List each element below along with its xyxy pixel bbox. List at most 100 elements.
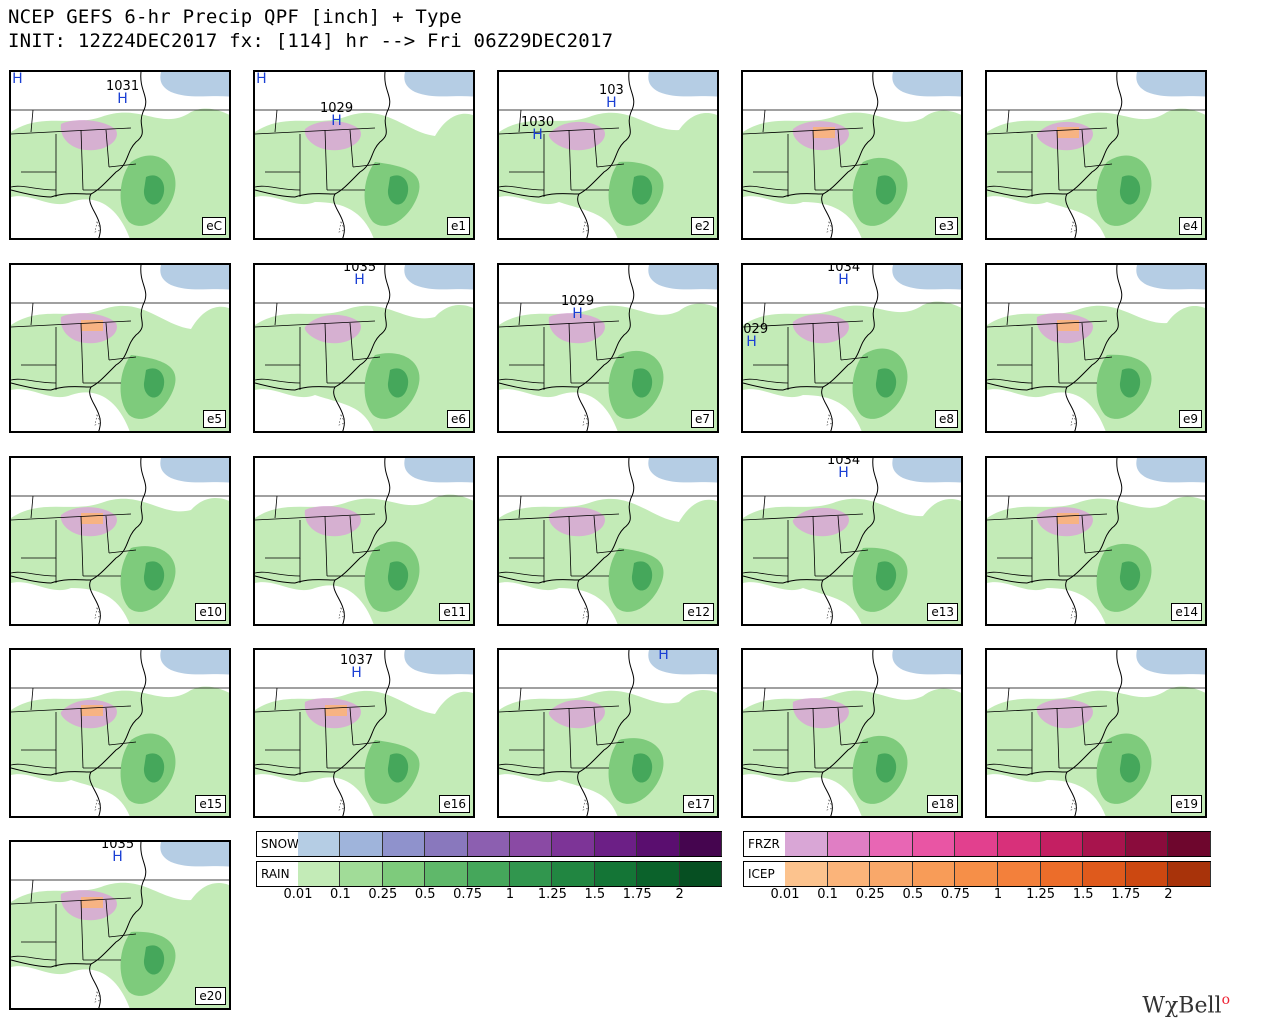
colorbar-swatch [955, 832, 998, 856]
heavier-rain-area [387, 561, 409, 591]
lake-outlines [1070, 799, 1078, 811]
ensemble-member-panel: e5 [9, 263, 231, 433]
high-pressure-marker: 1034 H [827, 265, 860, 287]
ensemble-member-panel: e4 [985, 70, 1207, 240]
member-label: e1 [446, 217, 470, 235]
freezing-rain-area [304, 314, 361, 344]
heavier-rain-area [387, 175, 409, 205]
colorbar-swatch [955, 862, 998, 886]
colorbar-swatch [827, 832, 871, 856]
member-label: e18 [927, 795, 958, 813]
high-pressure-icon: H [532, 127, 543, 143]
ensemble-member-panel: e81029H1034H [741, 263, 963, 433]
lake-outlines [582, 607, 590, 619]
member-label: eC [202, 217, 226, 235]
heavier-rain-area [1119, 368, 1141, 398]
pressure-value: 1037 [340, 653, 374, 668]
state-borders [255, 109, 473, 197]
light-rain-area [499, 690, 717, 816]
freezing-rain-area [792, 698, 849, 729]
rain-tick-label: 2 [675, 887, 684, 902]
ensemble-member-panel: e20 1035 H [9, 840, 231, 1010]
colorbar-swatch [785, 832, 828, 856]
heavier-rain-area [143, 753, 165, 783]
high-pressure-icon: H [838, 465, 849, 481]
lake-outlines [826, 221, 834, 233]
light-rain-area [255, 690, 473, 816]
ensemble-member-panel: e15 [9, 648, 231, 818]
state-borders [987, 495, 1205, 583]
colorbar-swatch [425, 862, 468, 886]
colorbar-swatch [382, 832, 426, 856]
lake-outlines [826, 799, 834, 811]
high-pressure-icon: H [746, 334, 757, 350]
member-label: e2 [690, 217, 714, 235]
colorbar-swatch [1083, 832, 1126, 856]
map-background [255, 72, 473, 238]
heavier-rain-area [875, 753, 897, 783]
ice-pellet-area [325, 705, 347, 716]
pressure-value: 1035 [101, 840, 135, 852]
ensemble-member-panel: e7 1029 H [497, 263, 719, 433]
snow-area [404, 650, 473, 675]
pressure-value: 1029 [561, 294, 595, 309]
map-background [11, 842, 229, 1008]
member-label: e6 [446, 410, 470, 428]
light-rain-area [11, 498, 229, 624]
freezing-rain-area [60, 120, 117, 151]
light-rain-area [499, 498, 717, 624]
rain-label: RAIN [261, 867, 290, 881]
coastline [499, 72, 635, 238]
brand-text: WχBell [1142, 993, 1222, 1018]
freezing-rain-area [304, 121, 361, 151]
light-rain-area [255, 305, 473, 431]
map-background [11, 72, 229, 238]
snow-area [648, 72, 717, 97]
map-background [743, 265, 961, 431]
heavier-rain-area [143, 945, 165, 975]
ice-pellet-area [1057, 127, 1079, 138]
high-pressure-icon: H [256, 71, 267, 87]
map-background [743, 458, 961, 624]
map-background [499, 458, 717, 624]
high-pressure-icon: H [351, 665, 362, 681]
ice-pellet-area [81, 897, 103, 908]
freezing-rain-area [548, 699, 605, 729]
heavier-rain-area [143, 561, 165, 591]
coastline [987, 458, 1123, 624]
high-pressure-icon: H [354, 272, 365, 288]
coastline [255, 72, 391, 238]
state-borders [11, 879, 229, 967]
ice-pellet-area [1057, 513, 1079, 524]
map-background [11, 265, 229, 431]
colorbar-swatch [870, 832, 913, 856]
heavier-rain-area [1119, 753, 1141, 783]
snow-area [160, 458, 229, 483]
state-borders [255, 495, 473, 583]
lake-outlines [94, 607, 102, 619]
high-pressure-icon: H [658, 648, 669, 663]
colorbar-swatch [785, 862, 828, 886]
icep-tick-label: 0.1 [817, 887, 838, 902]
colorbar-swatch [425, 832, 468, 856]
coastline [11, 458, 147, 624]
member-label: e12 [683, 603, 714, 621]
map-background [499, 650, 717, 816]
state-borders [255, 302, 473, 390]
member-label: e17 [683, 795, 714, 813]
wxbell-logo: WχBello [1142, 991, 1230, 1018]
colorbar-swatch [594, 832, 638, 856]
state-borders [987, 302, 1205, 390]
rain-tick-label: 0.75 [453, 887, 483, 902]
map-background [987, 650, 1205, 816]
freezing-rain-area [792, 314, 849, 344]
ensemble-member-panel: e18 [741, 648, 963, 818]
colorbar-swatch [298, 862, 341, 886]
heavier-rain-area [631, 753, 653, 783]
snow-area [648, 458, 717, 483]
frzr-label: FRZR [748, 837, 780, 851]
snow-area [1136, 458, 1205, 483]
